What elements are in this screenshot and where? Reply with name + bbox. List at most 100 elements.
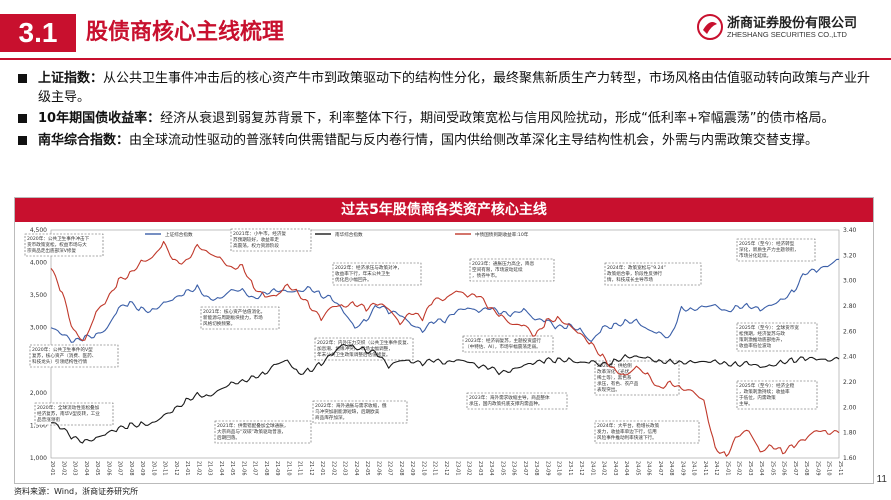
x-tick-label: 25-02 [736,461,742,476]
x-tick-label: 21-03 [207,461,213,476]
bullet-text: 从公共卫生事件冲击后的核心资产牛市到政策驱动下的结构性分化，最终聚焦新质生产力转… [38,71,871,105]
annotation-text: 2024年：政策宽松与“9.24” [607,264,666,271]
annotation-text: 货币政策宽松，权益市场与大 [27,241,87,248]
x-tick-label: 25-08 [803,461,809,476]
x-tick-label: 24-05 [634,461,640,476]
x-tick-label: 22-09 [409,461,415,476]
annotation-text: ，债券牛市。 [472,272,500,279]
bullet-square-icon [18,135,27,145]
annotation-text: 2022年：海外通胀与需求收缩，俄 [315,402,387,409]
annotation-text: 新能源与周期板块接力，市场 [203,314,263,321]
x-tick-label: 22-06 [375,461,381,476]
x-tick-label: 20-03 [72,461,78,476]
annotation-text: 改革深化（光伏、 [597,368,634,375]
x-tick-label: 24-11 [702,461,708,476]
annotation-text: 深化，新质生产力主题领衔， [739,246,799,253]
x-tick-label: 22-01 [319,461,325,476]
annotation-box [200,306,280,330]
annotation-text: 2022年：内外压力交织（公共卫生事件反复、 [317,339,411,346]
y-right-tick-label: 1.60 [843,455,857,462]
company-name-en: ZHESHANG SECURITIES CO.,LTD [727,30,847,39]
bullet-square-icon [18,74,27,83]
y-left-tick-label: 4,500 [30,227,47,234]
annotation-text: 主导。 [739,400,753,407]
x-tick-label: 22-08 [398,461,404,476]
y-right-tick-label: 1.80 [843,430,857,437]
x-tick-label: 25-09 [814,461,820,476]
series-line-0 [50,258,840,343]
bullet-text: 经济从衰退到弱复苏背景下，利率整体下行，期间受政策宽松与信用风险扰动，形成“低利… [160,111,835,126]
chart-annotation: 2021年：供需错配叠加全球通胀，大宗商品与“双碳”政策驱动普涨，后期回落。 [214,420,312,444]
legend-item: 上证综合指数 [145,231,193,238]
annotation-box [230,228,312,252]
section-number-badge: 3.1 [0,14,76,52]
annotation-text: 风险事件推动利率快速下行。 [597,434,657,441]
x-tick-label: 25-05 [769,461,775,476]
header-rule [0,58,891,60]
x-tick-label: 22-07 [387,461,393,476]
asset-chart: 1,0001,5002,0002,5003,0003,5004,0004,500… [24,227,857,476]
x-tick-label: 23-01 [454,461,460,476]
x-tick-label: 24-07 [657,461,663,476]
annotation-text: （中特估、AI），市场窄幅震荡走弱。 [465,343,541,350]
annotation-text: 2021年：供需错配叠加全球通胀， [217,422,288,429]
annotation-text: 发力，收益率单边下行，信用 [597,428,657,435]
annotation-text: 乌冲突加剧能源短缺，后期欧美 [315,408,380,415]
annotation-text: 宗商品走出底部深V修复 [27,247,76,254]
x-tick-label: 20-06 [105,461,111,476]
page-number: 11 [876,474,887,485]
annotation-text: 市场分化延续。 [739,252,771,259]
x-tick-label: 23-09 [544,461,550,476]
legend-label: 南华综合指数 [335,231,363,238]
annotation-text: 于低位，内需政策 [739,394,776,401]
annotation-text: 2023年：海外需求收缩主导，商品整体 [469,394,550,401]
bullet-nanhua-index: 南华综合指数：由全球流动性驱动的普涨转向供需错配与反内卷行情，国内供给侧改革深化… [18,132,878,151]
annotation-text: 年末公共卫生政策调整后估值修复。 [317,351,391,358]
legend-label: 中债国债到期收益率:10年 [475,231,529,238]
x-tick-label: 20-11 [162,461,168,476]
x-tick-label: 21-04 [218,461,224,476]
x-tick-label: 21-01 [184,461,190,476]
x-tick-label: 23-04 [488,461,494,476]
x-tick-label: 21-05 [229,461,235,476]
annotation-box [34,402,114,426]
x-tick-label: 23-02 [466,461,472,476]
annotation-text: 策刺激推动底部抬升， [739,336,785,343]
x-tick-label: 21-12 [308,461,314,476]
annotation-text: 复苏，核心资产（消费、医药、 [32,352,96,359]
annotation-box [736,322,818,352]
annotation-text: 风格切换频繁。 [203,320,235,327]
y-left-tick-label: 4,000 [30,260,47,267]
x-tick-label: 20-07 [117,461,123,476]
y-right-tick-label: 2.60 [843,328,857,335]
annotation-box [736,380,818,410]
chart-annotation: 2025年（至今）：全球货币宽松预期，经济复苏与政策刺激推动底部抬升，收益率低位… [736,322,818,352]
x-tick-label: 24-01 [589,461,595,476]
x-tick-label: 25-01 [724,461,730,476]
x-tick-label: 23-11 [567,461,573,476]
annotation-text: 2020年：公共卫生事件冲击下 [27,235,90,242]
y-left-tick-label: 1,000 [30,455,47,462]
x-tick-label: 22-05 [364,461,370,476]
x-tick-label: 23-03 [477,461,483,476]
company-name-cn: 浙商证券股份有限公司 [727,16,858,31]
y-left-tick-label: 2,000 [30,390,47,397]
annotation-box [469,258,555,282]
x-tick-label: 25-07 [792,461,798,476]
x-tick-label: 20-05 [94,461,100,476]
x-tick-label: 24-12 [713,461,719,476]
annotation-box [594,420,700,444]
x-tick-label: 21-07 [252,461,258,476]
annotation-box [466,392,568,410]
y-right-tick-label: 3.20 [843,252,857,259]
bullet-bond-yield: 10年期国债收益率：经济从衰退到弱复苏背景下，利率整体下行，期间受政策宽松与信用… [18,110,878,129]
annotation-text: 优化后小幅回升。 [335,276,372,283]
x-tick-label: 20-01 [49,461,55,476]
x-tick-label: 22-02 [330,461,336,476]
y-left-tick-label: 1,500 [30,422,47,429]
